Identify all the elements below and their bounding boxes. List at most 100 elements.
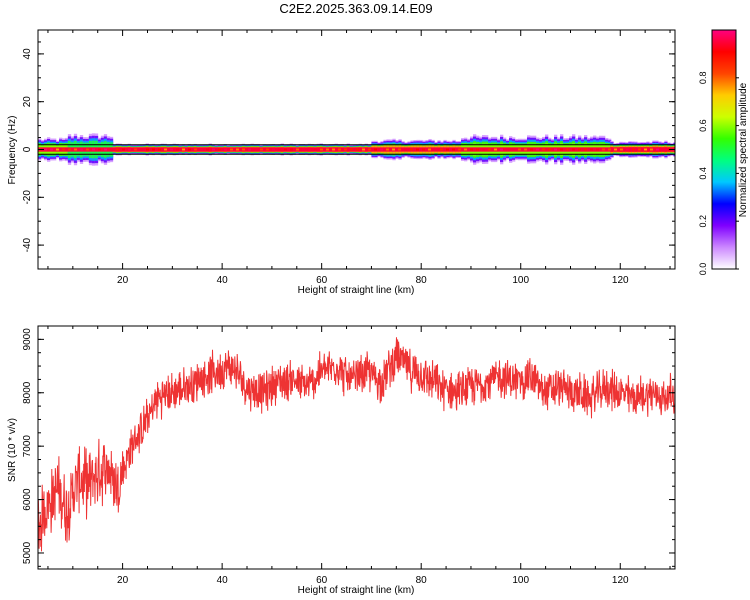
colorbar-bar: [711, 29, 737, 270]
heatmap-cell: [404, 148, 407, 151]
y-tick-label: 9000: [22, 328, 33, 351]
heatmap-cell: [278, 148, 281, 151]
heatmap-cell: [620, 148, 623, 151]
heatmap-cell: [554, 148, 557, 151]
heatmap-cell: [632, 148, 635, 151]
colorbar-tick-label: 0.2: [698, 215, 708, 228]
heatmap-cell: [476, 148, 479, 151]
heatmap-cell: [572, 148, 575, 151]
heatmap-cell: [470, 148, 473, 151]
heatmap-cell: [518, 148, 521, 151]
heatmap-cell: [152, 148, 155, 151]
heatmap-cell: [410, 148, 413, 151]
heatmap-cell: [344, 148, 347, 151]
x-tick-label: 120: [612, 275, 629, 286]
y-tick-label: 0: [22, 146, 33, 152]
heatmap-cell: [374, 148, 377, 151]
heatmap-cell: [494, 148, 497, 151]
heatmap-cell: [392, 148, 395, 151]
spectrogram-y-axis: -40 -20 0 20 40: [22, 29, 675, 270]
colorbar-tick-label: 0.4: [698, 167, 708, 180]
heatmap-cell: [68, 148, 71, 151]
heatmap-cell: [602, 148, 605, 151]
heatmap-cell: [566, 148, 569, 151]
heatmap-cell: [446, 148, 449, 151]
heatmap-cell: [434, 148, 437, 151]
y-tick-label: 7000: [22, 435, 33, 458]
heatmap-cell: [302, 148, 305, 151]
colorbar-label: Normalized spectral amplitude: [738, 82, 749, 217]
heatmap-cell: [62, 148, 65, 151]
y-tick-label: 5000: [22, 541, 33, 564]
x-tick-label: 20: [117, 275, 129, 286]
spectrogram-x-axis: 20 40 60 80 100 120: [47, 30, 671, 286]
x-tick-label: 80: [416, 575, 428, 586]
heatmap-cell: [338, 148, 341, 151]
heatmap-cell: [452, 148, 455, 151]
heatmap-cell: [140, 148, 143, 151]
heatmap-cell: [560, 148, 563, 151]
heatmap-cell: [578, 148, 581, 151]
heatmap-cell: [50, 148, 53, 151]
heatmap-cell: [266, 148, 269, 151]
heatmap-cell: [398, 148, 401, 151]
heatmap-cell: [134, 148, 137, 151]
y-tick-label: 40: [22, 48, 33, 60]
y-tick-label: 6000: [22, 488, 33, 511]
heatmap-cell: [644, 148, 647, 151]
heatmap-cell: [122, 148, 125, 151]
heatmap-cell: [440, 148, 443, 151]
heatmap-cell: [218, 148, 221, 151]
heatmap-cell: [422, 148, 425, 151]
snr-x-label: Height of straight line (km): [298, 585, 415, 596]
heatmap-cell: [200, 148, 203, 151]
heatmap-cell: [98, 148, 101, 151]
spectrogram-heatmap: [38, 133, 675, 166]
heatmap-cell: [458, 148, 461, 151]
heatmap-cell: [44, 148, 47, 151]
heatmap-cell: [524, 148, 527, 151]
heatmap-cell: [260, 148, 263, 151]
heatmap-cell: [584, 148, 587, 151]
heatmap-cell: [80, 148, 83, 151]
heatmap-cell: [626, 148, 629, 151]
heatmap-cell: [416, 148, 419, 151]
snr-frame: [37, 325, 676, 570]
heatmap-cell: [608, 148, 611, 151]
heatmap-cell: [326, 148, 329, 151]
heatmap-cell: [500, 148, 503, 151]
heatmap-cell: [284, 148, 287, 151]
heatmap-cell: [164, 148, 167, 151]
y-tick-label: -20: [22, 190, 33, 205]
heatmap-cell: [530, 148, 533, 151]
heatmap-cell: [116, 148, 119, 151]
heatmap-cell: [212, 148, 215, 151]
heatmap-cell: [482, 148, 485, 151]
heatmap-cell: [650, 148, 653, 151]
x-tick-label: 60: [316, 275, 328, 286]
spectrogram-panel: 20 40 60 80 100 120 -40 -20 0 20 40 Height of str…: [7, 29, 676, 296]
heatmap-cell: [296, 148, 299, 151]
heatmap-cell: [380, 148, 383, 151]
heatmap-cell: [314, 148, 317, 151]
spectrogram-y-label: Frequency (Hz): [7, 116, 18, 185]
spectrogram-x-label: Height of straight line (km): [298, 285, 415, 296]
heatmap-cell: [614, 148, 617, 151]
snr-series-line: [38, 337, 675, 552]
heatmap-cell: [596, 148, 599, 151]
heatmap-cell: [128, 148, 131, 151]
heatmap-cell: [356, 148, 359, 151]
heatmap-cell: [464, 148, 467, 151]
heatmap-cell: [662, 148, 665, 151]
heatmap-cell: [242, 148, 245, 151]
colorbar-tick-label: 0.0: [698, 263, 708, 276]
heatmap-cell: [236, 148, 239, 151]
heatmap-cell: [536, 148, 539, 151]
heatmap-cell: [350, 148, 353, 151]
heatmap-cell: [638, 148, 641, 151]
snr-panel: 20 40 60 80 100 120 5000 6000 7000 8000 9000 Heig…: [7, 325, 676, 596]
heatmap-cell: [182, 148, 185, 151]
heatmap-cell: [590, 148, 593, 151]
x-tick-label: 100: [512, 275, 529, 286]
